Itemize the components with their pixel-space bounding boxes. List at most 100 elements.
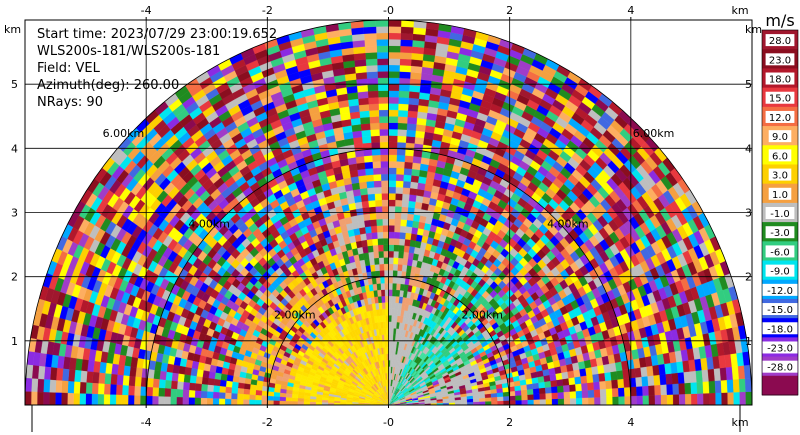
velocity-bin bbox=[395, 289, 401, 297]
velocity-bin bbox=[243, 388, 251, 395]
velocity-bin bbox=[381, 205, 389, 213]
velocity-bin bbox=[376, 58, 389, 66]
velocity-bin bbox=[391, 315, 395, 322]
velocity-bin bbox=[230, 393, 238, 400]
velocity-bin bbox=[381, 199, 389, 207]
velocity-bin bbox=[388, 263, 394, 271]
velocity-bin bbox=[393, 244, 400, 252]
velocity-bin bbox=[388, 270, 394, 277]
velocity-bin bbox=[388, 51, 401, 59]
velocity-bin bbox=[86, 371, 94, 384]
velocity-bin bbox=[388, 173, 397, 181]
velocity-bin bbox=[405, 136, 416, 144]
velocity-bin bbox=[79, 382, 87, 394]
velocity-bin bbox=[202, 370, 210, 379]
velocity-bin bbox=[388, 161, 397, 168]
velocity-bin bbox=[382, 212, 389, 220]
velocity-bin bbox=[561, 371, 569, 380]
velocity-bin bbox=[97, 383, 105, 395]
velocity-bin bbox=[391, 302, 396, 310]
velocity-bin bbox=[127, 395, 135, 406]
velocity-bin bbox=[384, 276, 389, 284]
velocity-bin bbox=[230, 399, 238, 406]
velocity-bin bbox=[267, 395, 274, 401]
velocity-bin bbox=[188, 390, 196, 398]
velocity-bin bbox=[109, 384, 117, 396]
velocity-bin bbox=[411, 46, 425, 55]
velocity-bin bbox=[224, 398, 232, 406]
velocity-bin bbox=[404, 232, 412, 240]
velocity-bin bbox=[399, 289, 404, 298]
velocity-bin bbox=[666, 394, 674, 406]
velocity-bin bbox=[383, 250, 389, 258]
velocity-bin bbox=[273, 392, 281, 398]
velocity-bin bbox=[379, 122, 389, 130]
velocity-bin bbox=[200, 384, 208, 392]
velocity-bin bbox=[373, 173, 382, 182]
velocity-bin bbox=[189, 375, 197, 384]
velocity-bin bbox=[354, 65, 367, 74]
velocity-bin bbox=[371, 148, 381, 156]
velocity-bin bbox=[367, 90, 379, 98]
velocity-bin bbox=[521, 394, 528, 401]
velocity-bin bbox=[672, 394, 680, 406]
velocity-bin bbox=[557, 385, 564, 393]
velocity-bin bbox=[509, 400, 516, 406]
velocity-bin bbox=[719, 367, 728, 381]
velocity-bin bbox=[612, 396, 619, 406]
velocity-bin bbox=[695, 369, 703, 383]
velocity-bin bbox=[188, 382, 196, 391]
velocity-bin bbox=[363, 155, 373, 163]
velocity-bin bbox=[384, 282, 389, 290]
velocity-bin bbox=[372, 161, 381, 169]
velocity-bin bbox=[371, 154, 381, 162]
velocity-bin bbox=[368, 200, 376, 208]
velocity-bin bbox=[569, 384, 577, 392]
velocity-bin bbox=[380, 289, 386, 297]
velocity-bin bbox=[261, 395, 268, 401]
velocity-bin bbox=[267, 391, 275, 397]
velocity-bin bbox=[376, 283, 382, 291]
velocity-bin bbox=[388, 45, 401, 53]
velocity-bin bbox=[388, 71, 400, 79]
velocity-bin bbox=[503, 395, 510, 401]
velocity-bin bbox=[551, 398, 559, 406]
velocity-bin bbox=[261, 400, 268, 406]
velocity-bin bbox=[152, 378, 160, 389]
velocity-bin bbox=[377, 71, 389, 79]
velocity-bin bbox=[146, 395, 153, 406]
velocity-bin bbox=[200, 390, 208, 399]
velocity-bin bbox=[496, 392, 504, 398]
velocity-bin bbox=[598, 372, 606, 382]
velocity-bin bbox=[103, 394, 111, 406]
velocity-bin bbox=[409, 187, 418, 196]
velocity-bin bbox=[360, 123, 371, 131]
velocity-bin bbox=[368, 97, 379, 105]
velocity-bin bbox=[384, 295, 389, 303]
velocity-bin bbox=[406, 219, 414, 228]
velocity-bin bbox=[380, 180, 389, 188]
velocity-bin bbox=[134, 376, 142, 387]
velocity-bin bbox=[388, 154, 397, 162]
velocity-bin bbox=[388, 238, 395, 245]
velocity-bin bbox=[97, 394, 105, 406]
velocity-bin bbox=[398, 244, 405, 252]
velocity-bin bbox=[403, 168, 413, 176]
velocity-bin bbox=[356, 214, 365, 222]
velocity-bin bbox=[359, 187, 368, 196]
velocity-bin bbox=[581, 390, 589, 398]
velocity-bin bbox=[398, 84, 410, 92]
velocity-bin bbox=[394, 218, 401, 226]
velocity-bin bbox=[545, 398, 553, 406]
velocity-bin bbox=[642, 395, 650, 406]
velocity-bin bbox=[678, 393, 686, 406]
velocity-bin bbox=[555, 372, 563, 381]
velocity-bin bbox=[194, 397, 201, 406]
velocity-bin bbox=[409, 84, 421, 93]
velocity-bin bbox=[402, 180, 411, 189]
velocity-bin bbox=[653, 374, 661, 386]
velocity-bin bbox=[388, 244, 394, 252]
velocity-bin bbox=[152, 396, 159, 406]
velocity-bin bbox=[397, 257, 404, 265]
velocity-bin bbox=[201, 377, 209, 386]
